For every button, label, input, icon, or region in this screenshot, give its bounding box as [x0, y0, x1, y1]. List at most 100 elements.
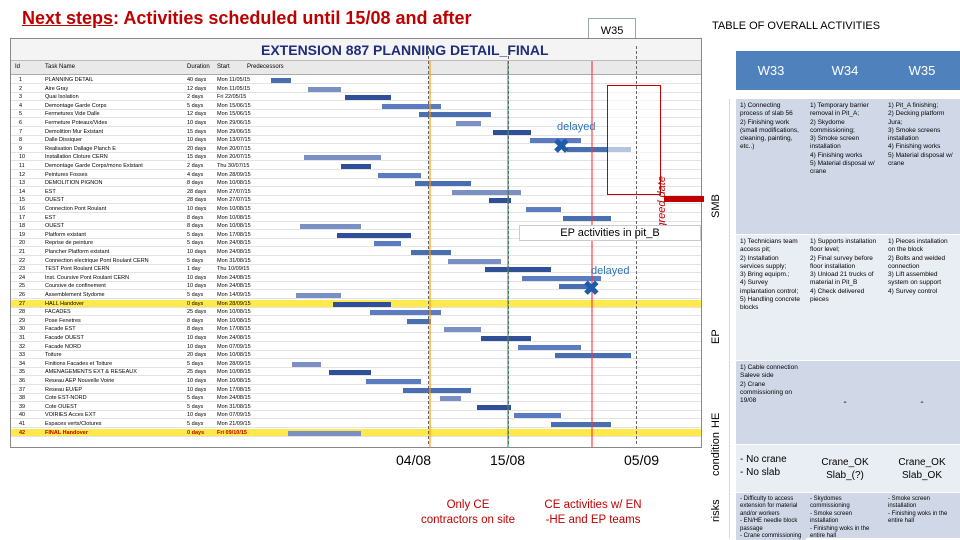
- caption-line: Only CE contractors on site: [421, 499, 515, 526]
- row-duration: 10 days: [187, 274, 207, 281]
- row-duration: 28 days: [187, 188, 207, 195]
- row-duration: 10 days: [187, 249, 207, 255]
- row-id: 20: [19, 240, 26, 247]
- row-id: 40: [19, 412, 26, 419]
- row-start: Mon 24/08/15: [217, 249, 251, 255]
- row-duration: 5 days: [187, 403, 204, 410]
- row-id: 2: [19, 85, 23, 92]
- table-row: 23 TEST Pont Roulant CERN 1 day Thu 10/09/1…: [11, 265, 701, 274]
- slide-title-prefix: Next steps: [22, 8, 114, 28]
- row-duration: 10 days: [187, 206, 207, 212]
- row-duration: 40 days: [187, 77, 207, 83]
- row-duration: 8 days: [187, 223, 204, 230]
- row-duration: 20 days: [187, 145, 207, 152]
- table-row: 15 OUEST 28 days Mon 27/07/15: [11, 196, 701, 205]
- row-start: Fri 22/05/15: [217, 94, 247, 101]
- row-label: condition: [706, 432, 730, 492]
- table-title: TABLE OF OVERALL ACTIVITIES: [712, 20, 881, 32]
- row-duration: 8 days: [187, 317, 204, 324]
- row-task-name: Pose Fenetres: [45, 317, 81, 324]
- row-start: Mon 28/09/15: [217, 300, 251, 307]
- table-row: 38 Cote EST-NORD 5 days Mon 24/08/15: [11, 394, 701, 403]
- week-header: W35: [884, 51, 960, 90]
- row-id: 41: [19, 421, 26, 427]
- overview-row-he: HE 1) Cable connection Saleve side 2) Cr…: [706, 360, 960, 444]
- row-duration: 4 days: [187, 171, 204, 178]
- row-task-name: Finitions Facades et Toiture: [45, 360, 113, 367]
- gantt-bar: [378, 172, 421, 178]
- overview-cell: -: [806, 361, 884, 444]
- row-start: Mon 24/08/15: [217, 395, 251, 402]
- row-start: Mon 14/09/15: [217, 292, 251, 298]
- row-id: 9: [19, 145, 23, 152]
- gantt-header: EXTENSION 887 PLANNING DETAIL_FINAL: [11, 39, 701, 61]
- table-row: 17 EST 8 days Mon 10/08/15: [11, 214, 701, 222]
- row-id: 33: [19, 352, 26, 359]
- table-row: 29 Pose Fenetres 8 days Mon 10/08/15: [11, 317, 701, 325]
- row-id: 29: [19, 317, 26, 324]
- row-duration: 5 days: [187, 360, 204, 367]
- row-label-text: EP: [710, 329, 722, 344]
- table-row: 19 Platform existant 5 days Mon 17/08/15: [11, 231, 701, 239]
- row-id: 8: [19, 137, 23, 144]
- row-task-name: Realisation Dallage Planch E: [45, 145, 116, 152]
- row-label: EP: [706, 235, 730, 360]
- gantt-bar: [300, 224, 361, 230]
- row-label: risks: [706, 493, 730, 538]
- row-id: 5: [19, 111, 23, 118]
- row-id: 12: [19, 171, 26, 178]
- row-id: 32: [19, 343, 26, 350]
- overview-cell: Crane_OK Slab_(?): [806, 445, 884, 492]
- date-label-0509: 05/09: [624, 452, 660, 468]
- table-row: 7 Demolition Mur Existant 15 days Mon 29/06…: [11, 128, 701, 136]
- row-task-name: HALL Handover: [45, 300, 84, 307]
- row-duration: 8 days: [187, 326, 204, 333]
- table-row: 27 HALL Handover 0 days Mon 28/09/15: [11, 299, 701, 308]
- gantt-bar: [374, 241, 401, 247]
- table-row: 12 Peintures Fosses 4 days Mon 28/09/15: [11, 171, 701, 179]
- row-duration: 8 days: [187, 180, 204, 187]
- row-id: 22: [19, 257, 26, 264]
- row-id: 24: [19, 274, 26, 281]
- gantt-bar: [407, 318, 431, 324]
- gantt-bar: [559, 284, 591, 290]
- row-duration: 12 days: [187, 85, 207, 92]
- gantt-bar: [345, 95, 391, 101]
- row-start: Mon 10/08/15: [217, 223, 251, 230]
- overview-cell: 1) Temporary barrier removal in Pit_A; 2…: [806, 99, 884, 234]
- row-id: 30: [19, 326, 26, 333]
- row-start: Mon 29/06/15: [217, 120, 251, 126]
- row-label: HE: [706, 361, 730, 444]
- table-row: 3 Quai Isolation 2 days Fri 22/05/15: [11, 93, 701, 102]
- row-id: 11: [19, 163, 25, 169]
- row-start: Mon 28/09/15: [217, 360, 251, 367]
- date-marker-line: [428, 46, 429, 444]
- table-row: 18 OUEST 8 days Mon 10/08/15: [11, 222, 701, 231]
- table-row: 8 Dalle Dissiquer 10 days Mon 13/07/15: [11, 136, 701, 145]
- row-start: Mon 11/05/15: [217, 77, 251, 83]
- table-row: 25 Coursive de confinement 10 days Mon 24/0…: [11, 282, 701, 291]
- row-duration: 10 days: [187, 120, 207, 126]
- row-start: Mon 17/08/15: [217, 326, 251, 333]
- row-duration: 25 days: [187, 369, 207, 376]
- row-id: 7: [19, 128, 23, 135]
- row-task-name: Toiture: [45, 352, 62, 359]
- table-row: 1 PLANNING DETAIL 40 days Mon 11/05/15: [11, 76, 701, 84]
- gantt-bar: [296, 293, 341, 298]
- gantt-bar: [382, 103, 441, 109]
- table-row: 6 Fermeture Poteaux/Vides 10 days Mon 29/06…: [11, 119, 701, 127]
- row-duration: 10 days: [187, 343, 207, 350]
- row-start: Mon 10/08/15: [217, 180, 251, 187]
- row-start: Mon 20/07/15: [217, 145, 251, 152]
- gantt-bar: [308, 86, 341, 92]
- gantt-bar: [440, 396, 461, 402]
- row-start: Mon 20/07/15: [217, 154, 251, 161]
- row-task-name: PLANNING DETAIL: [45, 77, 94, 83]
- row-task-name: Espaces verts/Clotures: [45, 421, 102, 427]
- overview-cell: 1) Pit_A finishing; 2) Decking platform …: [884, 99, 960, 234]
- row-start: Mon 07/09/15: [217, 412, 251, 419]
- row-task-name: Dalle Dissiquer: [45, 137, 82, 144]
- table-row: 35 AMENAGEMENTS EXT & RESEAUX 25 days Mon 1…: [11, 368, 701, 377]
- row-duration: 0 days: [187, 300, 204, 307]
- row-label-text: SMB: [710, 194, 722, 218]
